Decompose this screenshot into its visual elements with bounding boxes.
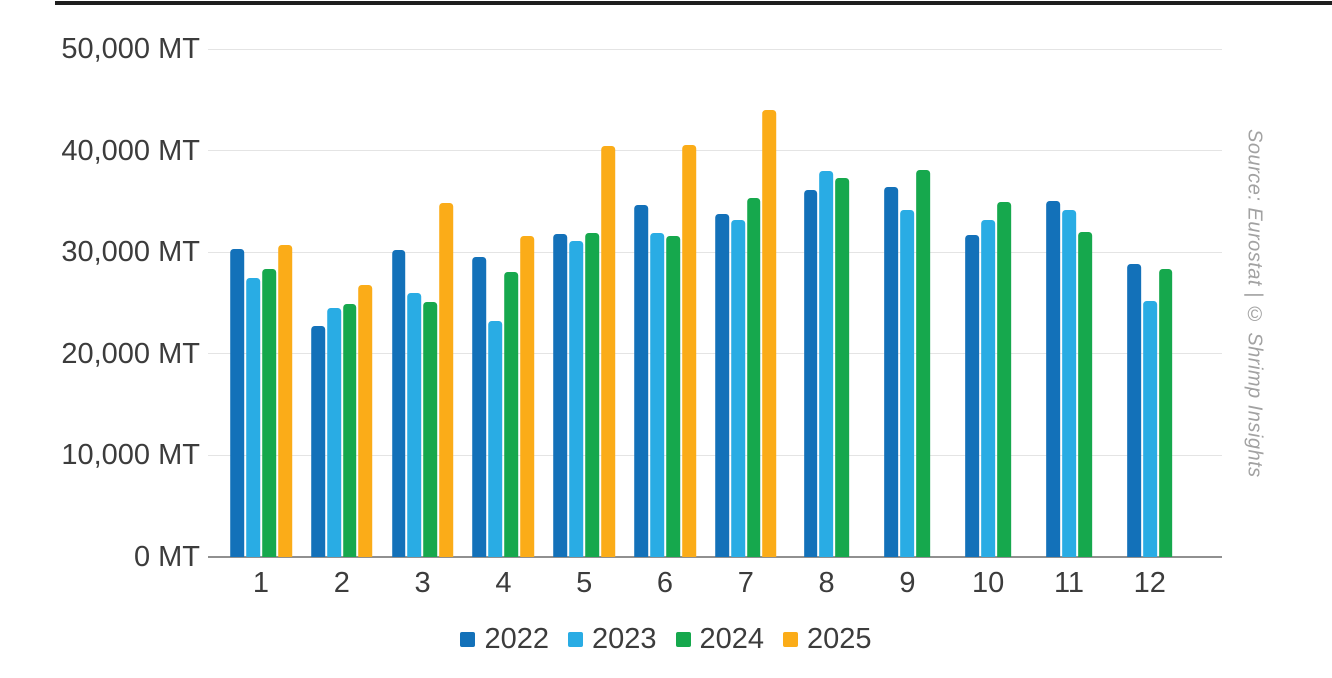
x-axis-label-5: 5	[576, 567, 593, 599]
gridline	[208, 454, 1222, 456]
bar-group-month-3	[391, 203, 454, 557]
top-rule	[55, 1, 1332, 5]
legend-item-2022[interactable]: 2022	[460, 624, 549, 654]
legend-swatch-2022	[460, 631, 476, 647]
bar-2023-month-3	[407, 292, 422, 557]
y-axis-label: 0 MT	[133, 541, 200, 573]
x-axis-label-1: 1	[252, 567, 270, 599]
bar-2022-month-8	[803, 190, 818, 557]
legend-label-2023: 2023	[591, 623, 657, 655]
bar-2024-month-11	[1077, 231, 1092, 557]
bar-2024-month-10	[997, 202, 1012, 557]
bar-2024-month-12	[1158, 269, 1173, 557]
gridline	[208, 48, 1222, 50]
bar-2024-month-1	[262, 269, 276, 557]
bar-2025-month-5	[601, 145, 615, 557]
bar-2022-month-3	[391, 250, 406, 557]
bar-group-month-8	[803, 170, 850, 557]
y-axis-label: 40,000 MT	[61, 134, 200, 167]
bar-group-month-4	[472, 235, 535, 557]
bar-2023-month-11	[1062, 209, 1076, 557]
bar-group-month-7	[715, 109, 777, 557]
legend-swatch-2025	[783, 631, 799, 647]
gridline	[208, 251, 1222, 253]
bar-2023-month-5	[569, 241, 584, 557]
legend-label-2024: 2024	[699, 623, 765, 655]
bar-2025-month-7	[762, 109, 777, 557]
x-axis-label-10: 10	[972, 567, 1005, 599]
gridline	[208, 353, 1222, 355]
bar-2024-month-6	[666, 235, 680, 557]
bar-2025-month-3	[439, 203, 454, 557]
x-axis-label-4: 4	[495, 567, 512, 599]
bar-2022-month-1	[230, 249, 245, 557]
bar-2023-month-6	[650, 232, 664, 557]
x-axis-label-6: 6	[656, 567, 674, 599]
bar-2024-month-4	[504, 271, 519, 557]
bar-2025-month-1	[277, 245, 292, 557]
bar-2022-month-11	[1046, 201, 1061, 557]
x-axis-label-2: 2	[333, 567, 350, 599]
bar-2024-month-2	[342, 304, 357, 557]
bar-group-month-10	[965, 202, 1012, 557]
x-axis-label-11: 11	[1053, 567, 1085, 599]
y-axis-label: 30,000 MT	[61, 236, 200, 269]
x-axis-label-9: 9	[899, 567, 916, 599]
bar-2024-month-5	[585, 232, 600, 557]
bar-2022-month-4	[472, 257, 487, 557]
bar-2025-month-2	[358, 284, 373, 557]
bar-group-month-1	[230, 245, 292, 557]
bar-2022-month-12	[1126, 264, 1141, 557]
legend-label-2022: 2022	[484, 623, 549, 655]
bar-2022-month-7	[715, 213, 729, 557]
source-note: Source: Eurostat | © Shrimp Insights	[1238, 49, 1270, 557]
legend: 2022 2023 2024 2025	[0, 624, 1332, 654]
gridline	[208, 150, 1222, 152]
bar-2022-month-9	[884, 187, 899, 557]
bar-group-month-5	[553, 145, 615, 557]
bar-group-month-12	[1126, 264, 1173, 557]
x-axis-label-12: 12	[1133, 567, 1166, 599]
x-axis-label-8: 8	[818, 567, 835, 599]
bar-2023-month-2	[326, 308, 341, 557]
legend-swatch-2024	[675, 631, 691, 647]
y-axis: 0 MT 10,000 MT 20,000 MT 30,000 MT 40,000 MT…	[0, 0, 200, 678]
source-note-text: Source: Eurostat | © Shrimp Insights	[1243, 128, 1266, 478]
legend-item-2025[interactable]: 2025	[783, 624, 872, 654]
bar-2025-month-6	[681, 144, 696, 557]
bar-2023-month-1	[246, 277, 260, 557]
bar-2024-month-9	[916, 169, 931, 557]
legend-item-2024[interactable]: 2024	[675, 623, 765, 655]
bar-2023-month-9	[900, 209, 915, 557]
legend-label-2025: 2025	[807, 623, 872, 655]
bar-2022-month-6	[634, 205, 649, 557]
bar-2025-month-4	[520, 235, 535, 557]
bar-2022-month-5	[553, 233, 568, 557]
bar-group-month-9	[884, 169, 931, 557]
legend-swatch-2023	[567, 631, 583, 647]
bar-2022-month-10	[965, 234, 980, 557]
x-axis-label-3: 3	[414, 567, 431, 599]
plot-area: 1 2 3 4 5 6 7 8 9 10 11 12	[208, 48, 1222, 598]
bar-group-month-6	[634, 144, 696, 557]
bar-2023-month-8	[819, 170, 834, 557]
bar-group-month-11	[1046, 201, 1092, 557]
bar-2023-month-12	[1142, 300, 1157, 557]
y-axis-label: 50,000 MT	[61, 33, 200, 65]
bar-2023-month-10	[981, 219, 996, 557]
bar-2023-month-4	[488, 321, 503, 557]
x-axis-label-7: 7	[737, 567, 754, 599]
bar-group-month-2	[311, 284, 373, 557]
bar-2024-month-8	[835, 178, 850, 557]
y-axis-label: 20,000 MT	[61, 337, 200, 370]
bar-2022-month-2	[311, 326, 325, 557]
legend-item-2023[interactable]: 2023	[567, 623, 657, 655]
x-axis-line	[208, 556, 1222, 558]
bar-2024-month-7	[746, 198, 761, 557]
y-axis-label: 10,000 MT	[61, 439, 200, 472]
bar-2023-month-7	[730, 219, 745, 557]
bar-2024-month-3	[423, 301, 438, 557]
